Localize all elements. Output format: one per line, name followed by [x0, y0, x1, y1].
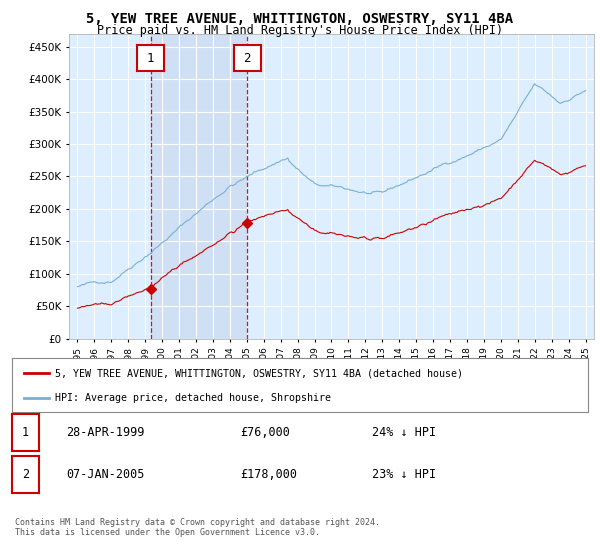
- Text: HPI: Average price, detached house, Shropshire: HPI: Average price, detached house, Shro…: [55, 393, 331, 403]
- Text: 28-APR-1999: 28-APR-1999: [66, 426, 145, 439]
- Text: 1: 1: [147, 52, 154, 64]
- Text: £178,000: £178,000: [240, 468, 297, 481]
- Text: Contains HM Land Registry data © Crown copyright and database right 2024.
This d: Contains HM Land Registry data © Crown c…: [15, 518, 380, 538]
- Text: 5, YEW TREE AVENUE, WHITTINGTON, OSWESTRY, SY11 4BA: 5, YEW TREE AVENUE, WHITTINGTON, OSWESTR…: [86, 12, 514, 26]
- Bar: [151, 34, 247, 339]
- Text: £76,000: £76,000: [240, 426, 290, 439]
- Text: 07-JAN-2005: 07-JAN-2005: [66, 468, 145, 481]
- Text: 2: 2: [22, 468, 29, 481]
- Text: 24% ↓ HPI: 24% ↓ HPI: [372, 426, 436, 439]
- Text: 5, YEW TREE AVENUE, WHITTINGTON, OSWESTRY, SY11 4BA (detached house): 5, YEW TREE AVENUE, WHITTINGTON, OSWESTR…: [55, 368, 463, 379]
- Text: 2: 2: [244, 52, 251, 64]
- Text: Price paid vs. HM Land Registry's House Price Index (HPI): Price paid vs. HM Land Registry's House …: [97, 24, 503, 36]
- Text: 23% ↓ HPI: 23% ↓ HPI: [372, 468, 436, 481]
- Text: 1: 1: [22, 426, 29, 439]
